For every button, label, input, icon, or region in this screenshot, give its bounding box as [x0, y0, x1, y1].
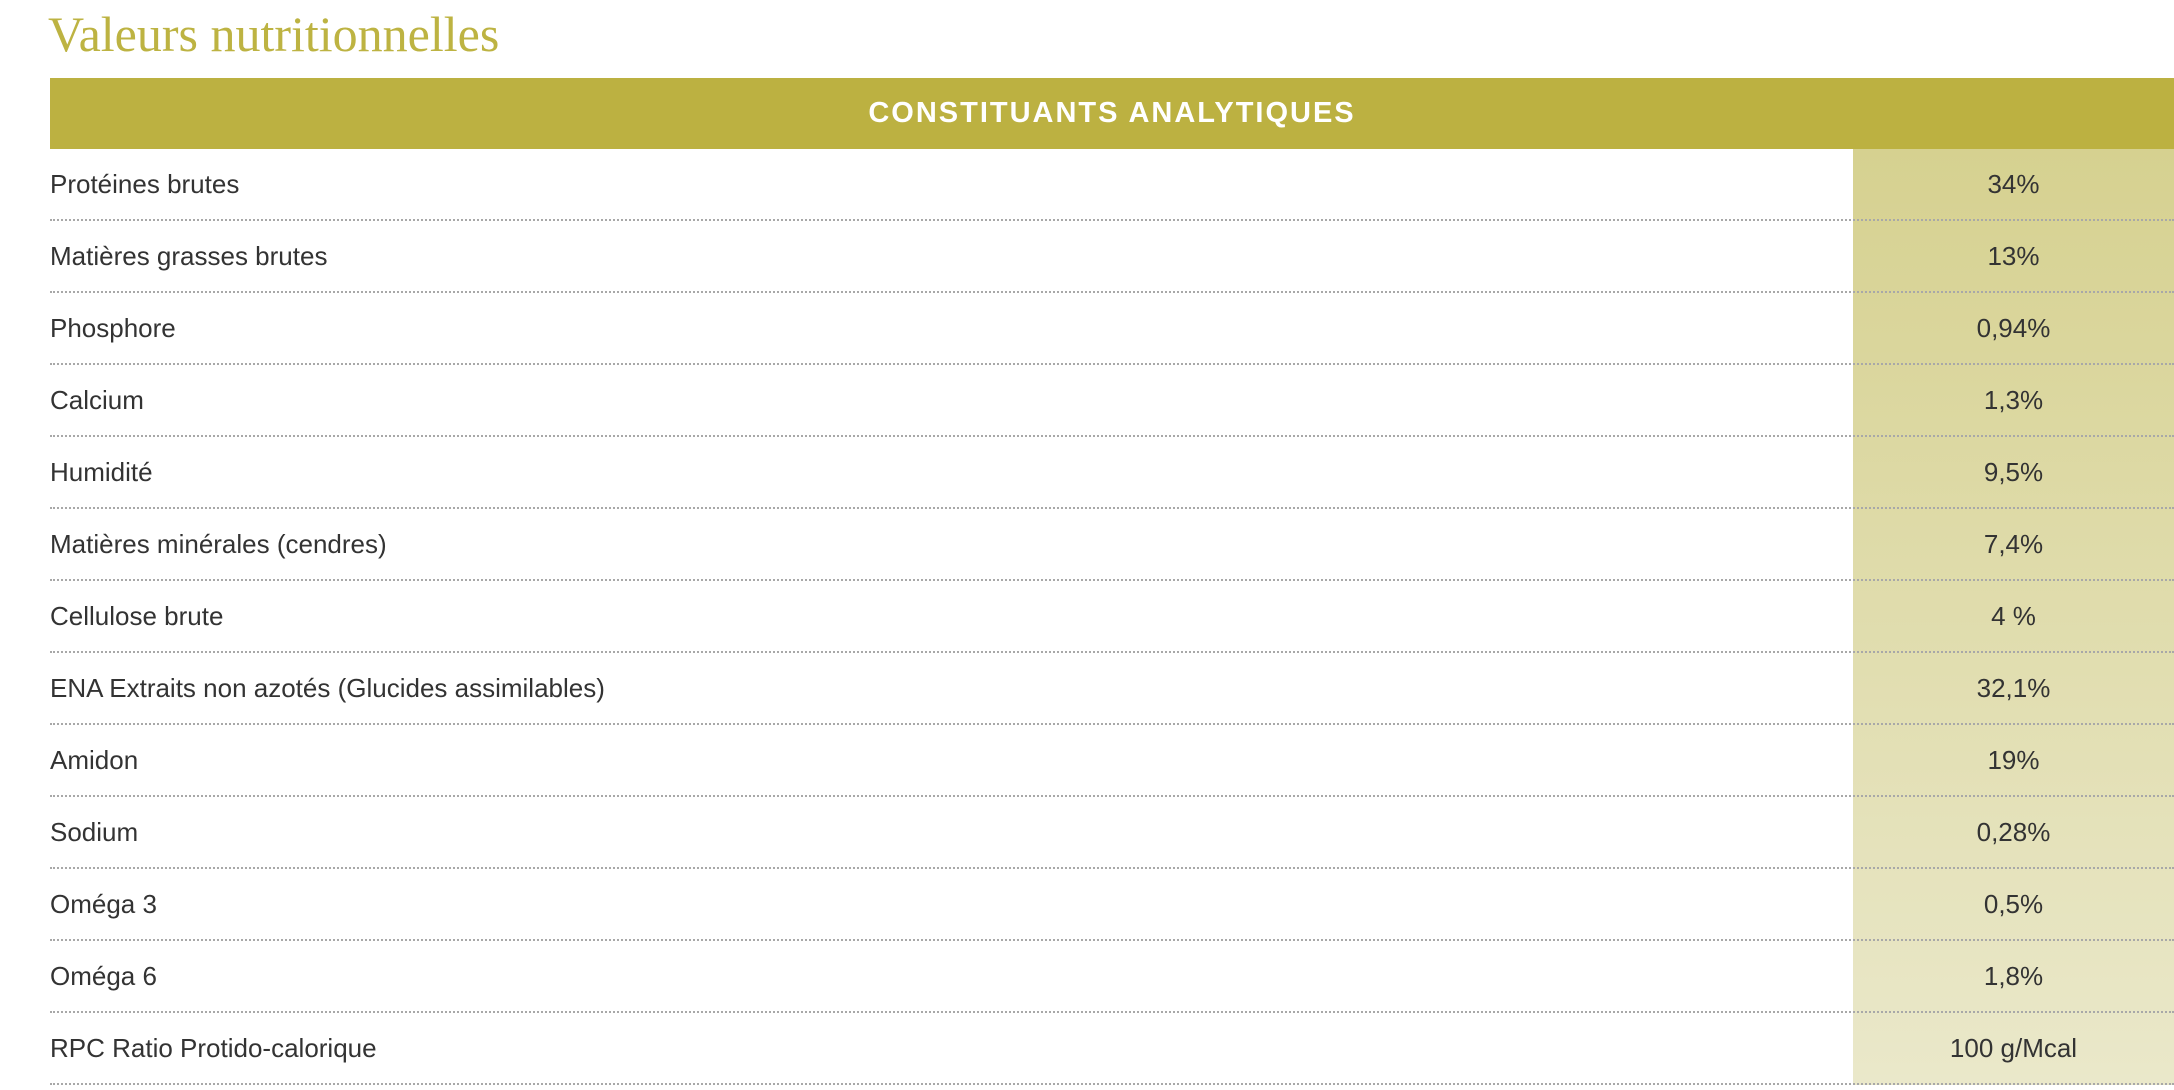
- table-row: RPC Ratio Protido-calorique 100 g/Mcal: [50, 1013, 2174, 1085]
- row-value: 34%: [1987, 168, 2040, 199]
- table-row: ENA Extraits non azotés (Glucides assimi…: [50, 653, 2174, 725]
- row-value: 0,5%: [1983, 888, 2044, 919]
- nutrition-table: CONSTITUANTS ANALYTIQUES Protéines brute…: [50, 78, 2174, 1085]
- table-row: Oméga 3 0,5%: [50, 869, 2174, 941]
- table-row: Phosphore 0,94%: [50, 293, 2174, 365]
- table-row: Matières grasses brutes 13%: [50, 221, 2174, 293]
- table-row: Amidon 19%: [50, 725, 2174, 797]
- row-label: Humidité: [50, 456, 153, 487]
- table-header: CONSTITUANTS ANALYTIQUES: [50, 78, 2174, 149]
- row-label: ENA Extraits non azotés (Glucides assimi…: [50, 672, 605, 703]
- row-label: Protéines brutes: [50, 168, 240, 199]
- table-row: Oméga 6 1,8%: [50, 941, 2174, 1013]
- row-value: 0,94%: [1976, 312, 2051, 343]
- row-value: 19%: [1987, 744, 2040, 775]
- row-label: Oméga 6: [50, 960, 157, 991]
- row-value: 13%: [1987, 240, 2040, 271]
- row-label: Calcium: [50, 384, 144, 415]
- row-label: Matières grasses brutes: [50, 240, 328, 271]
- table-row: Matières minérales (cendres) 7,4%: [50, 509, 2174, 581]
- row-value: 7,4%: [1983, 528, 2044, 559]
- row-label: Matières minérales (cendres): [50, 528, 387, 559]
- row-value: 1,8%: [1983, 960, 2044, 991]
- table-row: Calcium 1,3%: [50, 365, 2174, 437]
- table-row: Sodium 0,28%: [50, 797, 2174, 869]
- row-value: 0,28%: [1976, 816, 2051, 847]
- row-value: 100 g/Mcal: [1949, 1032, 2078, 1063]
- row-label: Amidon: [50, 744, 139, 775]
- table-row: Humidité 9,5%: [50, 437, 2174, 509]
- row-value: 32,1%: [1976, 672, 2051, 703]
- value-column-background: [1853, 149, 2174, 1085]
- row-label: Sodium: [50, 816, 139, 847]
- row-value: 1,3%: [1983, 384, 2044, 415]
- row-value: 9,5%: [1983, 456, 2044, 487]
- row-label: Phosphore: [50, 312, 176, 343]
- row-label: Cellulose brute: [50, 600, 224, 631]
- row-value: 4 %: [1991, 600, 2036, 631]
- table-body: Protéines brutes 34% Matières grasses brut…: [50, 149, 2174, 1085]
- page-title: Valeurs nutritionnelles: [48, 6, 500, 62]
- table-row: Protéines brutes 34%: [50, 149, 2174, 221]
- row-label: RPC Ratio Protido-calorique: [50, 1032, 377, 1063]
- row-label: Oméga 3: [50, 888, 157, 919]
- table-row: Cellulose brute 4 %: [50, 581, 2174, 653]
